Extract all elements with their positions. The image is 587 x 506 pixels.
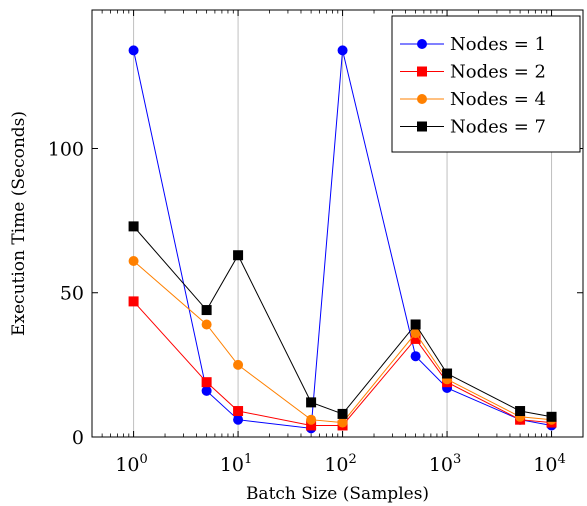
data-point [337,408,348,419]
data-point [201,319,212,330]
y-axis-title: Execution Time (Seconds) [9,111,29,336]
legend-label: Nodes = 1 [450,34,546,55]
data-point [128,296,139,307]
data-point [128,45,139,56]
plot-series [128,45,557,434]
x-axis-title: Batch Size (Samples) [246,484,429,504]
legend-label: Nodes = 2 [450,62,546,83]
data-point [233,359,244,370]
legend-marker [417,66,427,77]
data-point [337,45,348,56]
legend: Nodes = 1 Nodes = 2 Nodes = 4 Nodes = 7 [391,15,581,153]
data-point [410,319,421,330]
data-point [306,397,317,408]
legend-label: Nodes = 4 [450,89,546,110]
data-point [410,333,421,344]
data-point [128,221,139,232]
legend-marker [417,94,427,104]
x-tick-label: 102 [324,452,356,476]
tick-labels: 100 101 102 103 104 0 50 100 [48,138,566,476]
data-point [233,406,244,417]
data-point [201,385,212,396]
data-point [201,305,212,316]
axis-ticks [91,10,584,438]
legend-label: Nodes = 7 [450,117,546,138]
x-tick-label: 101 [220,452,252,476]
data-point [233,414,244,425]
x-tick-label: 104 [533,452,565,476]
data-point [201,377,212,388]
data-point [337,417,348,428]
data-point [128,256,139,267]
x-tick-label: 100 [115,452,147,476]
data-point [233,250,244,261]
x-tick-label: 103 [429,452,461,476]
y-tick-label: 100 [48,138,84,160]
legend-marker [417,121,427,132]
series-3 [128,256,557,428]
y-tick-label: 0 [72,427,84,449]
data-point [306,414,317,425]
series-4 [128,221,557,422]
data-point [410,351,421,362]
y-tick-label: 50 [60,283,84,305]
data-point [546,411,557,422]
data-point [515,406,526,417]
data-point [410,328,421,339]
legend-marker [417,39,427,49]
data-point [306,420,317,431]
data-point [442,368,453,379]
